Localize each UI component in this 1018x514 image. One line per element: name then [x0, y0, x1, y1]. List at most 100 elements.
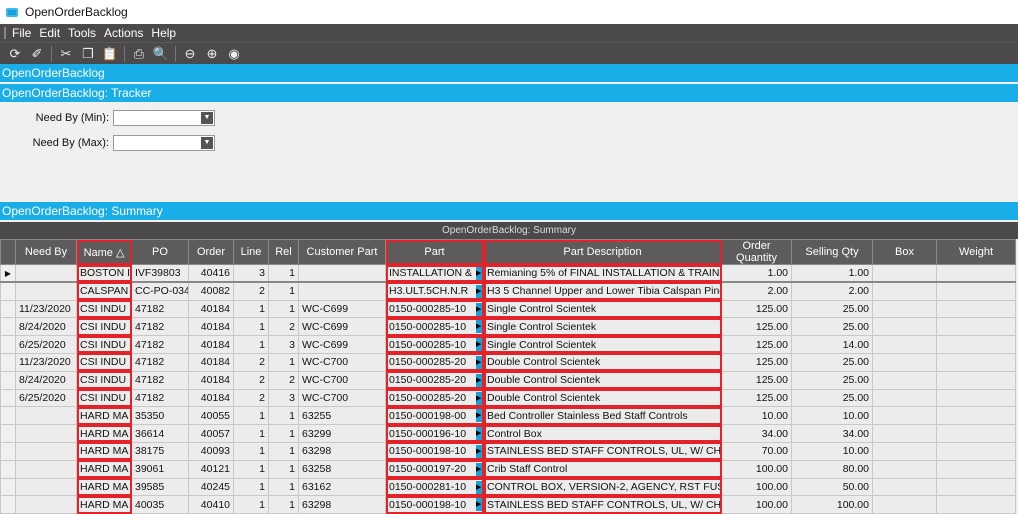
panel-header-summary[interactable]: OpenOrderBacklog: Summary: [0, 202, 1018, 220]
cell-part[interactable]: 0150-000198-10 ▶: [385, 495, 484, 514]
cell-rel[interactable]: 1: [268, 424, 299, 443]
cell-rel[interactable]: 1: [268, 352, 299, 372]
cell-name[interactable]: CSI INDU: [76, 317, 132, 337]
cell-name[interactable]: CSI INDU: [76, 335, 132, 354]
forward-icon[interactable]: ⊕: [206, 45, 218, 61]
cell-selling-qty[interactable]: 50.00: [791, 477, 873, 497]
column-header-weight[interactable]: Weight: [936, 239, 1016, 265]
cell-order-quantity[interactable]: 125.00: [721, 388, 792, 408]
cell-rel[interactable]: 1: [268, 264, 299, 284]
cell-name[interactable]: BOSTON I: [76, 264, 132, 284]
column-header-customer-part[interactable]: Customer Part: [298, 239, 386, 265]
cell-selling-qty[interactable]: 14.00: [791, 335, 873, 354]
cell-line[interactable]: 1: [233, 459, 269, 479]
column-header-order[interactable]: Order: [188, 239, 234, 265]
cell-box[interactable]: [872, 281, 937, 301]
part-lookup-icon[interactable]: ▶: [476, 409, 482, 423]
need-by-max-input[interactable]: ▼: [113, 135, 215, 151]
row-header[interactable]: [0, 459, 16, 479]
dropdown-arrow-icon[interactable]: ▼: [201, 137, 213, 149]
cell-order[interactable]: 40082: [188, 281, 234, 301]
table-row[interactable]: 8/24/2020 CSI INDU 47182 40184 2 2 WC-C700 0150…: [0, 370, 1016, 390]
cell-rel[interactable]: 2: [268, 370, 299, 390]
cell-selling-qty[interactable]: 25.00: [791, 388, 873, 408]
part-lookup-icon[interactable]: ▶: [476, 427, 482, 441]
cell-customer-part[interactable]: 63255: [298, 406, 386, 426]
cell-box[interactable]: [872, 441, 937, 461]
cell-order[interactable]: 40245: [188, 477, 234, 497]
table-row[interactable]: 11/23/2020 CSI INDU 47182 40184 2 1 WC-C700 015…: [0, 352, 1016, 372]
cell-box[interactable]: [872, 370, 937, 390]
cell-need-by[interactable]: 6/25/2020: [15, 388, 77, 408]
cell-part[interactable]: 0150-000281-10 ▶: [385, 477, 484, 497]
menu-help[interactable]: Help: [151, 26, 177, 40]
cell-weight[interactable]: [936, 317, 1016, 337]
cell-rel[interactable]: 3: [268, 335, 299, 354]
cell-order[interactable]: 40416: [188, 264, 234, 284]
part-lookup-icon[interactable]: ▶: [476, 320, 482, 334]
cell-line[interactable]: 2: [233, 370, 269, 390]
clear-broom-icon[interactable]: ✐: [31, 45, 43, 61]
part-lookup-icon[interactable]: ▶: [476, 338, 482, 352]
cell-weight[interactable]: [936, 335, 1016, 354]
row-header[interactable]: [0, 352, 16, 372]
cell-po[interactable]: 39061: [131, 459, 189, 479]
cell-customer-part[interactable]: WC-C700: [298, 370, 386, 390]
cell-customer-part[interactable]: [298, 264, 386, 284]
cell-box[interactable]: [872, 406, 937, 426]
cell-rel[interactable]: 1: [268, 459, 299, 479]
cell-name[interactable]: CALSPAN: [76, 281, 132, 301]
cell-part-description[interactable]: Double Control Scientek: [483, 352, 722, 372]
cell-weight[interactable]: [936, 406, 1016, 426]
print-preview-icon[interactable]: 🔍: [152, 45, 170, 61]
cell-line[interactable]: 1: [233, 299, 269, 319]
cell-customer-part[interactable]: WC-C699: [298, 335, 386, 354]
cell-line[interactable]: 1: [233, 317, 269, 337]
cell-part-description[interactable]: Single Control Scientek: [483, 335, 722, 354]
row-header[interactable]: [0, 370, 16, 390]
cell-weight[interactable]: [936, 370, 1016, 390]
cell-name[interactable]: HARD MA: [76, 495, 132, 514]
menu-file[interactable]: File: [12, 26, 32, 40]
cell-order[interactable]: 40184: [188, 317, 234, 337]
cell-name[interactable]: CSI INDU: [76, 352, 132, 372]
column-header-selling-qty[interactable]: Selling Qty: [791, 239, 873, 265]
row-header[interactable]: [0, 299, 16, 319]
cell-part-description[interactable]: Double Control Scientek: [483, 388, 722, 408]
cell-line[interactable]: 1: [233, 477, 269, 497]
cell-order[interactable]: 40184: [188, 370, 234, 390]
cell-line[interactable]: 3: [233, 264, 269, 284]
cell-po[interactable]: 47182: [131, 352, 189, 372]
cell-order-quantity[interactable]: 125.00: [721, 370, 792, 390]
cell-need-by[interactable]: [15, 495, 77, 514]
cell-name[interactable]: HARD MA: [76, 477, 132, 497]
cell-box[interactable]: [872, 299, 937, 319]
cell-part[interactable]: 0150-000285-20 ▶: [385, 370, 484, 390]
cell-box[interactable]: [872, 459, 937, 479]
cell-name[interactable]: HARD MA: [76, 424, 132, 443]
cell-rel[interactable]: 1: [268, 441, 299, 461]
cell-selling-qty[interactable]: 25.00: [791, 352, 873, 372]
cell-customer-part[interactable]: 63299: [298, 424, 386, 443]
cell-need-by[interactable]: [15, 424, 77, 443]
table-row[interactable]: ▶ BOSTON I IVF39803 40416 3 1 INSTALLATION & ▶ R…: [0, 264, 1016, 284]
cell-po[interactable]: 38175: [131, 441, 189, 461]
cell-order-quantity[interactable]: 70.00: [721, 441, 792, 461]
cell-po[interactable]: 39585: [131, 477, 189, 497]
cell-selling-qty[interactable]: 34.00: [791, 424, 873, 443]
cell-order-quantity[interactable]: 125.00: [721, 317, 792, 337]
cell-rel[interactable]: 2: [268, 317, 299, 337]
cell-order[interactable]: 40184: [188, 299, 234, 319]
cell-customer-part[interactable]: WC-C699: [298, 299, 386, 319]
cell-customer-part[interactable]: [298, 281, 386, 301]
cell-order[interactable]: 40184: [188, 335, 234, 354]
cell-order[interactable]: 40184: [188, 352, 234, 372]
cell-need-by[interactable]: 6/25/2020: [15, 335, 77, 354]
cell-selling-qty[interactable]: 25.00: [791, 299, 873, 319]
part-lookup-icon[interactable]: ▶: [476, 285, 482, 299]
column-header-line[interactable]: Line: [233, 239, 269, 265]
cell-order-quantity[interactable]: 10.00: [721, 406, 792, 426]
cell-selling-qty[interactable]: 80.00: [791, 459, 873, 479]
column-header-box[interactable]: Box: [872, 239, 937, 265]
cell-need-by[interactable]: [15, 477, 77, 497]
